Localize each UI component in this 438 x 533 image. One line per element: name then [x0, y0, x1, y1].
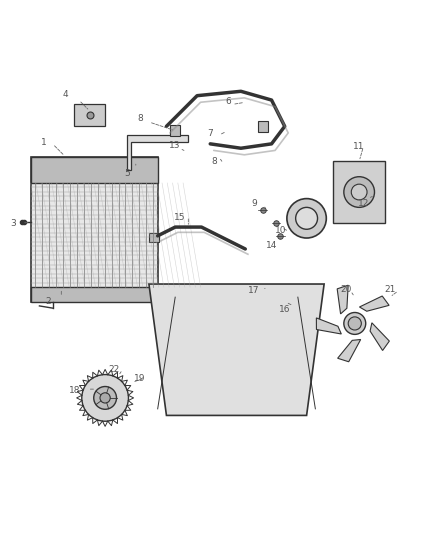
Text: 1: 1: [41, 139, 47, 148]
Text: 14: 14: [266, 241, 277, 250]
Bar: [333, 161, 385, 223]
Text: 9: 9: [251, 199, 257, 208]
Text: 22: 22: [108, 365, 120, 374]
Text: 13: 13: [170, 141, 181, 150]
Polygon shape: [338, 340, 360, 362]
Bar: [170, 125, 180, 136]
Bar: [31, 157, 158, 302]
Text: 15: 15: [174, 213, 185, 222]
Text: 11: 11: [353, 142, 365, 150]
Bar: [258, 121, 268, 132]
Text: 8: 8: [137, 114, 143, 123]
Polygon shape: [370, 323, 389, 351]
Circle shape: [94, 386, 117, 409]
Text: 10: 10: [275, 226, 286, 235]
Text: 5: 5: [124, 169, 130, 177]
Polygon shape: [74, 104, 105, 126]
Text: 7: 7: [207, 130, 213, 138]
Bar: [149, 233, 159, 243]
Circle shape: [344, 312, 366, 334]
Polygon shape: [316, 318, 341, 334]
Text: 12: 12: [358, 199, 369, 208]
Bar: [31, 287, 158, 302]
Polygon shape: [127, 135, 188, 170]
Text: 21: 21: [384, 285, 396, 294]
Text: 19: 19: [134, 374, 146, 383]
Circle shape: [100, 393, 110, 403]
Circle shape: [344, 177, 374, 207]
Circle shape: [351, 184, 367, 200]
Text: 17: 17: [248, 286, 260, 295]
Text: 4: 4: [63, 90, 68, 99]
Text: 16: 16: [279, 305, 290, 314]
Text: 6: 6: [225, 98, 231, 106]
Circle shape: [296, 207, 318, 229]
Text: 3: 3: [10, 219, 16, 228]
Polygon shape: [360, 296, 389, 311]
Circle shape: [82, 375, 128, 421]
Text: 18: 18: [69, 386, 80, 395]
Circle shape: [287, 199, 326, 238]
Bar: [31, 157, 158, 183]
Text: 20: 20: [340, 285, 352, 294]
Text: 8: 8: [212, 157, 218, 166]
Polygon shape: [337, 285, 348, 314]
Text: 2: 2: [46, 297, 51, 306]
Polygon shape: [149, 284, 324, 415]
Circle shape: [348, 317, 361, 330]
